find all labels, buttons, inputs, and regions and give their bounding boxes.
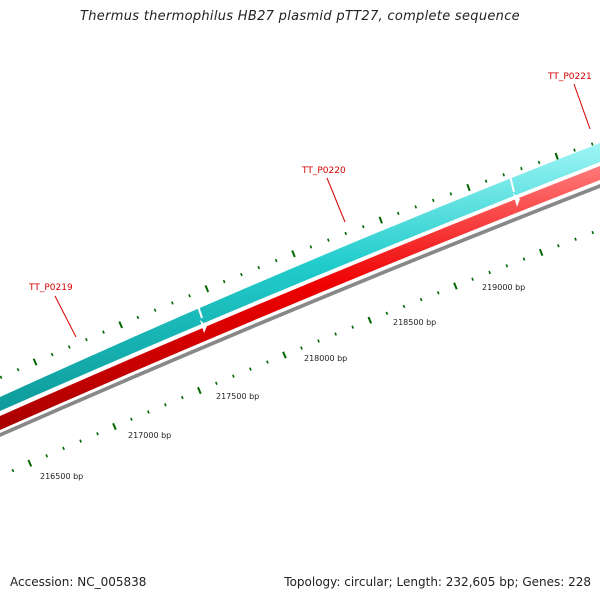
major-tick [466,183,471,192]
minor-tick [164,403,167,407]
minor-tick [96,432,99,436]
minor-tick [249,367,252,371]
major-tick [27,459,33,467]
minor-tick [471,277,474,281]
minor-tick [573,148,576,152]
minor-tick [449,192,453,196]
inner-ruler [11,230,595,473]
minor-tick [537,160,541,165]
major-tick [538,248,544,257]
minor-tick [502,173,505,177]
minor-tick [436,291,440,295]
minor-tick [79,439,82,443]
minor-tick [317,339,320,343]
minor-tick [45,454,49,458]
major-tick [282,351,287,359]
minor-tick [16,367,20,372]
position-label: 217500 bp [216,392,259,401]
major-tick [118,321,124,329]
minor-tick [232,374,235,378]
minor-tick [102,330,105,334]
major-tick [204,285,210,293]
reverse-gene-arrow [513,193,520,207]
major-tick [32,358,38,366]
gene-label-tt-p0221[interactable]: TT_P0221 [547,72,592,82]
major-tick [378,216,383,224]
minor-tick [334,332,337,336]
minor-tick [414,205,418,209]
minor-tick [136,315,140,320]
minor-tick [181,395,184,400]
minor-tick [351,325,355,329]
minor-tick [557,244,560,248]
minor-tick [361,225,365,229]
minor-tick [484,179,488,183]
minor-tick [419,297,423,302]
minor-tick [309,245,313,249]
gene-label-tt-p0220[interactable]: TT_P0220 [301,166,346,176]
major-tick [291,250,296,258]
minor-tick [396,211,400,216]
minor-tick [170,301,174,305]
reverse-strand-band [0,166,600,430]
minor-tick [153,308,157,312]
minor-tick [85,337,88,342]
minor-tick [266,360,269,364]
minor-tick [274,258,278,263]
minor-tick [402,304,406,309]
minor-tick [590,142,594,146]
gene-leader-line [326,177,346,223]
minor-tick [591,230,595,235]
major-tick [554,152,559,160]
minor-tick [147,410,150,414]
gene-label-tt-p0219[interactable]: TT_P0219 [28,283,73,293]
reverse-gene-arrow [200,320,207,333]
minor-tick [215,381,218,385]
minor-tick [344,231,348,236]
major-tick [112,422,117,431]
minor-tick [62,446,65,451]
minor-tick [188,294,191,298]
minor-tick [11,468,15,473]
minor-tick [257,265,261,270]
accession-text: Accession: NC_005838 [10,575,147,589]
sequence-backbone [0,184,600,437]
minor-tick [385,311,389,316]
major-tick [197,386,202,395]
minor-tick [432,198,435,203]
minor-tick [222,279,226,284]
position-label: 218500 bp [393,318,436,327]
minor-tick [130,417,133,421]
forward-strand-band [0,143,600,411]
minor-tick [240,272,243,277]
forward-gene-boundary [509,175,515,193]
minor-tick [505,264,509,268]
major-tick [453,282,458,290]
minor-tick [0,375,3,380]
gene-leader-line [54,295,77,338]
minor-tick [67,345,71,349]
minor-tick [327,238,330,242]
position-label: 218000 bp [304,354,347,363]
position-label: 217000 bp [128,431,171,440]
outer-ruler [0,142,594,380]
position-label: 216500 bp [40,472,83,481]
position-label: 219000 bp [482,283,525,292]
minor-tick [520,166,523,171]
gene-leader-line [573,83,591,130]
minor-tick [522,257,526,261]
map-title: Thermus thermophilus HB27 plasmid pTT27,… [80,9,520,24]
minor-tick [300,346,303,350]
forward-gene-boundary [195,299,203,319]
minor-tick [488,270,491,275]
minor-tick [574,237,577,241]
major-tick [367,316,373,324]
topology-summary: Topology: circular; Length: 232,605 bp; … [284,575,591,589]
minor-tick [50,352,54,357]
